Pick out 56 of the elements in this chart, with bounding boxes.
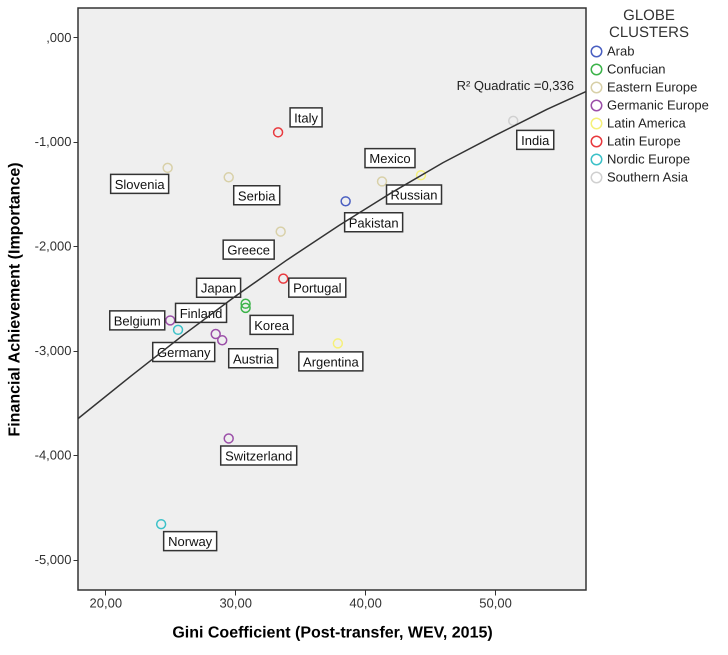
point	[216, 335, 228, 346]
annotation: Serbia	[238, 188, 276, 204]
legend-label: Confucian	[607, 62, 666, 76]
point	[272, 127, 284, 138]
point	[156, 518, 166, 530]
legend-label: Arab	[607, 44, 634, 58]
point	[332, 338, 344, 349]
y-axis-title: Financial Achievement (Importance)	[6, 162, 24, 437]
annotation: Italy	[294, 110, 318, 126]
point	[240, 302, 251, 314]
point	[223, 433, 234, 444]
y-tick-label: -2,000	[34, 238, 72, 254]
x-tick-label: 30,00	[219, 596, 252, 610]
annotation: Russian	[390, 187, 438, 202]
legend-title: GLOBE CLUSTERS	[608, 7, 690, 41]
legend-label: Eastern Europe	[607, 80, 698, 94]
legend-label: Nordic Europe	[607, 152, 690, 166]
y-tick-label: -1,000	[34, 134, 72, 150]
point	[223, 172, 234, 182]
annotation: Norway	[168, 534, 213, 550]
annotation: Pakistan	[348, 215, 399, 230]
y-tick-label: -4,000	[34, 448, 72, 463]
annotation: Switzerland	[225, 448, 292, 464]
annotation: Korea	[254, 318, 290, 333]
annotation: India	[521, 132, 550, 148]
legend-label: Germanic Europe	[607, 98, 709, 112]
x-axis-title: Gini Coefficient (Post-transfer, WEV, 2015)	[172, 624, 493, 642]
point	[275, 226, 286, 237]
point	[376, 176, 388, 187]
annotation: Portugal	[293, 280, 342, 296]
point	[240, 298, 251, 309]
annotation: Slovenia	[114, 176, 166, 192]
x-tick-label: 50,00	[479, 596, 512, 610]
legend-label: Latin America	[607, 116, 687, 130]
annotation: Austria	[232, 351, 274, 366]
legend-label: Latin Europe	[607, 134, 681, 148]
point	[210, 328, 221, 340]
annotation: Greece	[227, 242, 270, 258]
annotation: Mexico	[369, 151, 411, 166]
point	[172, 324, 184, 336]
point	[278, 273, 288, 284]
legend-label: Southern Asia	[607, 170, 689, 184]
x-tick-label: 20,00	[90, 596, 122, 610]
point	[162, 162, 173, 174]
point	[508, 116, 518, 126]
y-tick-label: -5,000	[34, 552, 72, 568]
annotation: Belgium	[114, 313, 161, 328]
annotation: R² Quadratic =0,336	[456, 78, 574, 93]
point	[340, 196, 351, 207]
point	[165, 315, 176, 326]
point	[416, 170, 426, 180]
annotation: Japan	[200, 280, 236, 296]
x-tick-label: 40,00	[349, 596, 382, 610]
annotation: Argentina	[303, 354, 360, 370]
y-tick-label: ,000	[46, 30, 72, 45]
y-tick-label: -3,000	[34, 343, 72, 358]
